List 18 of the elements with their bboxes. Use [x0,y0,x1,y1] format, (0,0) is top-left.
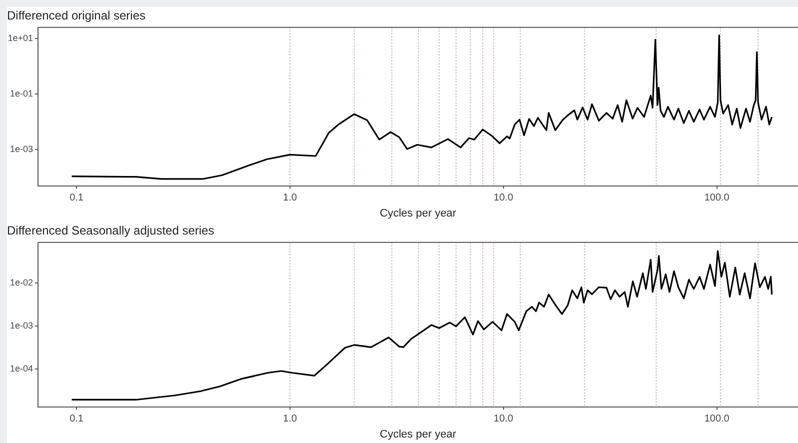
x-tick-label: 0.1 [70,192,84,204]
x-tick-label: 0.1 [70,414,84,425]
x-tick-label: 1.0 [283,192,298,204]
y-tick-label: 1e-04 [10,363,33,374]
chart-title: Differenced original series [7,8,146,23]
x-tick-label: 100.0 [704,414,730,425]
x-tick-label: 1.0 [283,414,298,425]
x-tick-label: 100.0 [704,192,730,204]
x-tick-label: 10.0 [494,414,514,425]
x-tick-label: 10.0 [494,192,514,204]
chart-title: Differenced Seasonally adjusted series [7,224,214,238]
x-axis-title: Cycles per year [380,428,457,440]
y-tick-label: 1e+01 [8,32,33,43]
y-tick-label: 1e-03 [10,320,33,330]
y-tick-label: 1e-02 [10,278,33,288]
x-axis-title: Cycles per year [380,207,457,220]
y-tick-label: 1e-03 [10,144,33,154]
y-tick-label: 1e-01 [10,88,33,99]
